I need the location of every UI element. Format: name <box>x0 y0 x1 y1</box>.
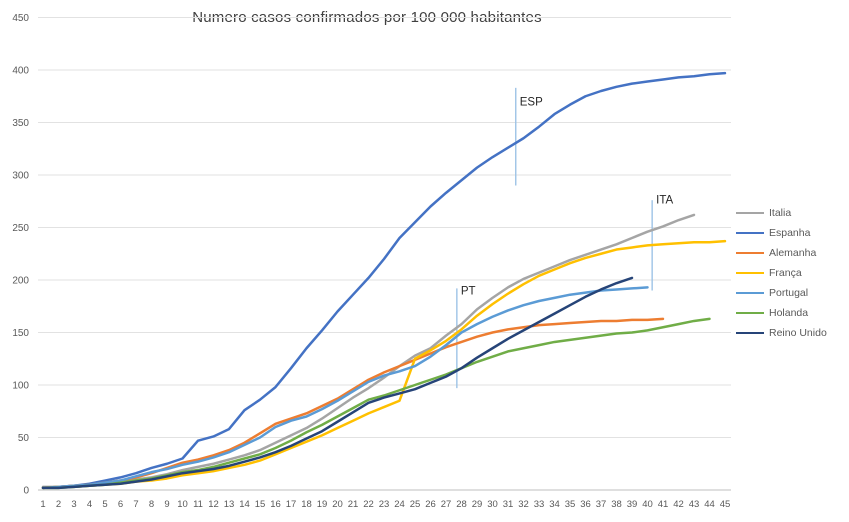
x-tick-label: 44 <box>704 499 715 510</box>
legend-item-holanda: Holanda <box>736 303 841 323</box>
x-tick-label: 17 <box>286 499 297 510</box>
x-tick-label: 27 <box>441 499 452 510</box>
x-tick-label: 31 <box>503 499 514 510</box>
x-tick-label: 3 <box>71 499 76 510</box>
legend-swatch-alemanha <box>736 251 764 255</box>
y-tick-label: 350 <box>12 118 29 129</box>
legend: Italia Espanha Alemanha França Portugal Holan… <box>736 203 841 343</box>
series-line-fran-a <box>41 239 727 490</box>
x-tick-label: 26 <box>425 499 436 510</box>
x-tick-label: 42 <box>673 499 684 510</box>
legend-swatch-reino-unido <box>736 331 764 335</box>
legend-swatch-italia <box>736 211 764 215</box>
legend-swatch-portugal <box>736 291 764 295</box>
legend-label-alemanha: Alemanha <box>769 247 817 259</box>
x-tick-label: 36 <box>580 499 591 510</box>
legend-swatch-holanda <box>736 311 764 315</box>
x-tick-label: 12 <box>208 499 219 510</box>
x-tick-label: 16 <box>270 499 281 510</box>
x-tick-label: 30 <box>487 499 498 510</box>
y-tick-label: 250 <box>12 223 29 234</box>
x-tick-label: 43 <box>689 499 700 510</box>
legend-label-reino-unido: Reino Unido <box>769 327 827 339</box>
x-tick-label: 39 <box>627 499 638 510</box>
y-tick-label: 200 <box>12 276 29 287</box>
x-tick-label: 21 <box>348 499 359 510</box>
series-line-reino-unido <box>41 276 634 490</box>
legend-label-holanda: Holanda <box>769 307 809 319</box>
x-tick-label: 8 <box>149 499 154 510</box>
x-tick-label: 10 <box>177 499 188 510</box>
legend-label-italia: Italia <box>769 207 792 219</box>
x-tick-label: 24 <box>394 499 405 510</box>
x-tick-label: 14 <box>239 499 250 510</box>
x-tick-label: 9 <box>164 499 169 510</box>
y-tick-label: 100 <box>12 381 29 392</box>
series-line-alemanha <box>41 317 665 490</box>
y-tick-label: 0 <box>23 486 29 497</box>
x-tick-label: 23 <box>379 499 390 510</box>
annotation-esp-label: ESP <box>520 97 543 109</box>
y-tick-label: 400 <box>12 66 29 77</box>
series-line-holanda <box>41 317 711 490</box>
x-tick-label: 11 <box>193 499 203 510</box>
series-line-espanha <box>41 71 727 490</box>
y-tick-label: 300 <box>12 171 29 182</box>
legend-item-italia: Italia <box>736 203 841 223</box>
x-tick-label: 33 <box>534 499 545 510</box>
x-tick-label: 13 <box>224 499 235 510</box>
x-tick-label: 25 <box>410 499 421 510</box>
legend-swatch-fran-a <box>736 271 764 275</box>
x-tick-label: 6 <box>118 499 123 510</box>
x-tick-label: 34 <box>549 499 560 510</box>
x-tick-label: 29 <box>472 499 483 510</box>
annotation-pt-label: PT <box>461 286 476 298</box>
y-tick-label: 50 <box>18 433 30 444</box>
x-tick-label: 19 <box>317 499 328 510</box>
y-tick-label: 150 <box>12 328 29 339</box>
x-tick-label: 7 <box>133 499 138 510</box>
legend-item-espanha: Espanha <box>736 223 841 243</box>
legend-label-fran-a: França <box>769 267 802 279</box>
x-tick-label: 4 <box>87 499 92 510</box>
x-tick-label: 20 <box>332 499 343 510</box>
legend-item-fran-a: França <box>736 263 841 283</box>
x-tick-label: 40 <box>642 499 653 510</box>
x-tick-label: 2 <box>56 499 61 510</box>
legend-label-portugal: Portugal <box>769 287 809 299</box>
x-tick-label: 28 <box>456 499 467 510</box>
x-tick-label: 15 <box>255 499 266 510</box>
x-tick-label: 41 <box>658 499 669 510</box>
x-tick-label: 1 <box>40 499 45 510</box>
legend-item-portugal: Portugal <box>736 283 841 303</box>
x-tick-label: 45 <box>720 499 731 510</box>
annotation-ita-label: ITA <box>656 194 673 206</box>
x-tick-label: 37 <box>596 499 607 510</box>
series-line-portugal <box>41 286 649 490</box>
legend-item-alemanha: Alemanha <box>736 243 841 263</box>
x-tick-label: 32 <box>518 499 529 510</box>
legend-swatch-espanha <box>736 231 764 235</box>
x-tick-label: 38 <box>611 499 622 510</box>
x-tick-label: 5 <box>102 499 107 510</box>
x-tick-label: 18 <box>301 499 312 510</box>
y-tick-label: 450 <box>12 13 29 24</box>
x-tick-label: 35 <box>565 499 576 510</box>
legend-label-espanha: Espanha <box>769 227 811 239</box>
x-tick-label: 22 <box>363 499 374 510</box>
legend-item-reino-unido: Reino Unido <box>736 323 841 343</box>
